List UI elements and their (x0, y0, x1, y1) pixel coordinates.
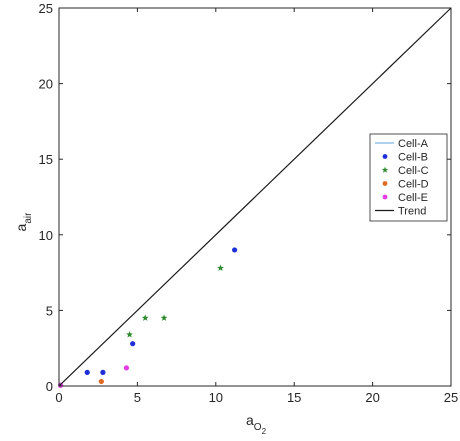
series-trend (58, 7, 452, 387)
x-tick-label-3: 15 (287, 390, 301, 405)
y-tick-label-4: 20 (39, 77, 53, 92)
x-tick-label-4: 20 (365, 390, 379, 405)
legend-swatch-cell-e (382, 194, 388, 200)
x-tick-label-5: 25 (444, 390, 458, 405)
series-cell-c (126, 264, 224, 338)
x-axis-label: aO2 (246, 412, 267, 436)
series-cell-b (84, 247, 238, 375)
x-tick-label-1: 5 (134, 390, 141, 405)
data-point-cell-c-1 (141, 314, 149, 321)
x-axis-label-sub: O (254, 422, 262, 433)
data-point-cell-c-3 (217, 264, 224, 271)
legend-label-cell-a: Cell-A (398, 138, 429, 150)
y-tick-label-0: 0 (46, 379, 53, 394)
data-point-cell-b-1 (100, 369, 106, 375)
legend-swatch-cell-d (382, 181, 388, 186)
series-line-trend (58, 7, 452, 387)
y-tick-label-5: 25 (39, 1, 53, 16)
legend-label-cell-b: Cell-B (398, 152, 428, 164)
data-point-cell-c-2 (160, 314, 168, 321)
data-marks (57, 7, 452, 388)
legend-label-cell-c: Cell-C (398, 165, 429, 177)
legend-label-cell-d: Cell-D (398, 179, 429, 191)
legend-swatch-cell-b (382, 154, 388, 159)
series-cell-d (98, 378, 104, 385)
data-point-cell-e-0 (123, 365, 130, 371)
y-axis-label: aair (13, 212, 34, 232)
y-tick-label-1: 5 (46, 303, 53, 318)
x-tick-label-0: 0 (55, 390, 62, 405)
legend-label-trend: Trend (398, 206, 426, 218)
x-tick-label-2: 10 (209, 390, 223, 405)
y-axis-label-main: a (13, 223, 29, 231)
y-tick-label-3: 15 (39, 152, 53, 167)
axes: 0 5 10 15 20 25 0 5 10 15 20 25 (39, 1, 459, 405)
data-point-cell-c-0 (126, 330, 133, 338)
y-axis-label-sub: air (23, 212, 34, 224)
x-axis-label-subsub: 2 (262, 427, 267, 436)
data-point-cell-b-0 (84, 369, 90, 375)
legend-label-cell-e: Cell-E (398, 192, 428, 204)
axes-box (58, 7, 452, 387)
y-tick-label-2: 10 (39, 228, 53, 243)
data-point-cell-b-3 (232, 247, 238, 253)
data-point-cell-d-0 (98, 378, 104, 385)
legend-swatch-cell-c (381, 166, 389, 173)
data-point-cell-b-2 (130, 341, 136, 347)
x-axis-label-main: a (246, 412, 254, 428)
legend-box (369, 133, 448, 222)
